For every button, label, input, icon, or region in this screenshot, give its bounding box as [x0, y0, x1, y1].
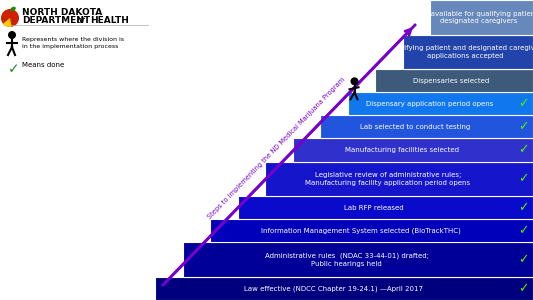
- Bar: [402, 34, 533, 69]
- Text: Dispensaries selected: Dispensaries selected: [414, 78, 490, 84]
- Text: ✓: ✓: [518, 224, 528, 237]
- Text: HEALTH: HEALTH: [90, 16, 129, 25]
- Text: in the implementation process: in the implementation process: [22, 44, 118, 49]
- Text: Steps to implementing the ND Medical Marijuana Program: Steps to implementing the ND Medical Mar…: [207, 76, 346, 220]
- Bar: [238, 196, 533, 219]
- Text: Represents where the division is: Represents where the division is: [22, 37, 124, 42]
- Text: Dispensary application period opens: Dispensary application period opens: [366, 101, 493, 107]
- Bar: [320, 116, 533, 139]
- Text: ✓: ✓: [8, 62, 20, 76]
- Text: Product available for qualifying patients and
designated caregivers: Product available for qualifying patient…: [401, 11, 533, 24]
- Text: ✓: ✓: [518, 253, 528, 266]
- Bar: [430, 0, 533, 34]
- Wedge shape: [3, 18, 12, 27]
- Bar: [155, 277, 533, 300]
- Circle shape: [351, 77, 359, 85]
- Bar: [293, 139, 533, 161]
- Bar: [210, 219, 533, 242]
- Text: NORTH DAKOTA: NORTH DAKOTA: [22, 8, 102, 17]
- Ellipse shape: [10, 7, 16, 11]
- Circle shape: [1, 9, 19, 27]
- Text: ✓: ✓: [518, 120, 528, 134]
- Text: ✓: ✓: [518, 282, 528, 295]
- Text: Means done: Means done: [22, 62, 64, 68]
- Text: Qualifying patient and designated caregiver
applications accepted: Qualifying patient and designated caregi…: [388, 45, 533, 59]
- Text: Law effective (NDCC Chapter 19-24.1) —April 2017: Law effective (NDCC Chapter 19-24.1) —Ap…: [244, 285, 423, 292]
- Text: ✓: ✓: [518, 97, 528, 110]
- Text: Administrative rules  (NDAC 33-44-01) drafted;
Public hearings held: Administrative rules (NDAC 33-44-01) dra…: [265, 253, 429, 267]
- Text: Manufacturing facilities selected: Manufacturing facilities selected: [345, 147, 459, 153]
- Text: of: of: [75, 16, 87, 25]
- Text: ✓: ✓: [518, 172, 528, 185]
- Text: ✓: ✓: [518, 201, 528, 214]
- Bar: [182, 242, 533, 277]
- Text: Information Management System selected (BioTrackTHC): Information Management System selected (…: [261, 227, 461, 234]
- Text: Lab RFP released: Lab RFP released: [344, 205, 404, 211]
- Text: Legislative review of administrative rules;
Manufacturing facility application p: Legislative review of administrative rul…: [305, 172, 471, 186]
- Text: Lab selected to conduct testing: Lab selected to conduct testing: [360, 124, 471, 130]
- Text: DEPARTMENT: DEPARTMENT: [22, 16, 90, 25]
- Circle shape: [8, 31, 16, 39]
- Bar: [265, 161, 533, 196]
- Text: ✓: ✓: [518, 143, 528, 157]
- Bar: [348, 92, 533, 116]
- Bar: [375, 69, 533, 92]
